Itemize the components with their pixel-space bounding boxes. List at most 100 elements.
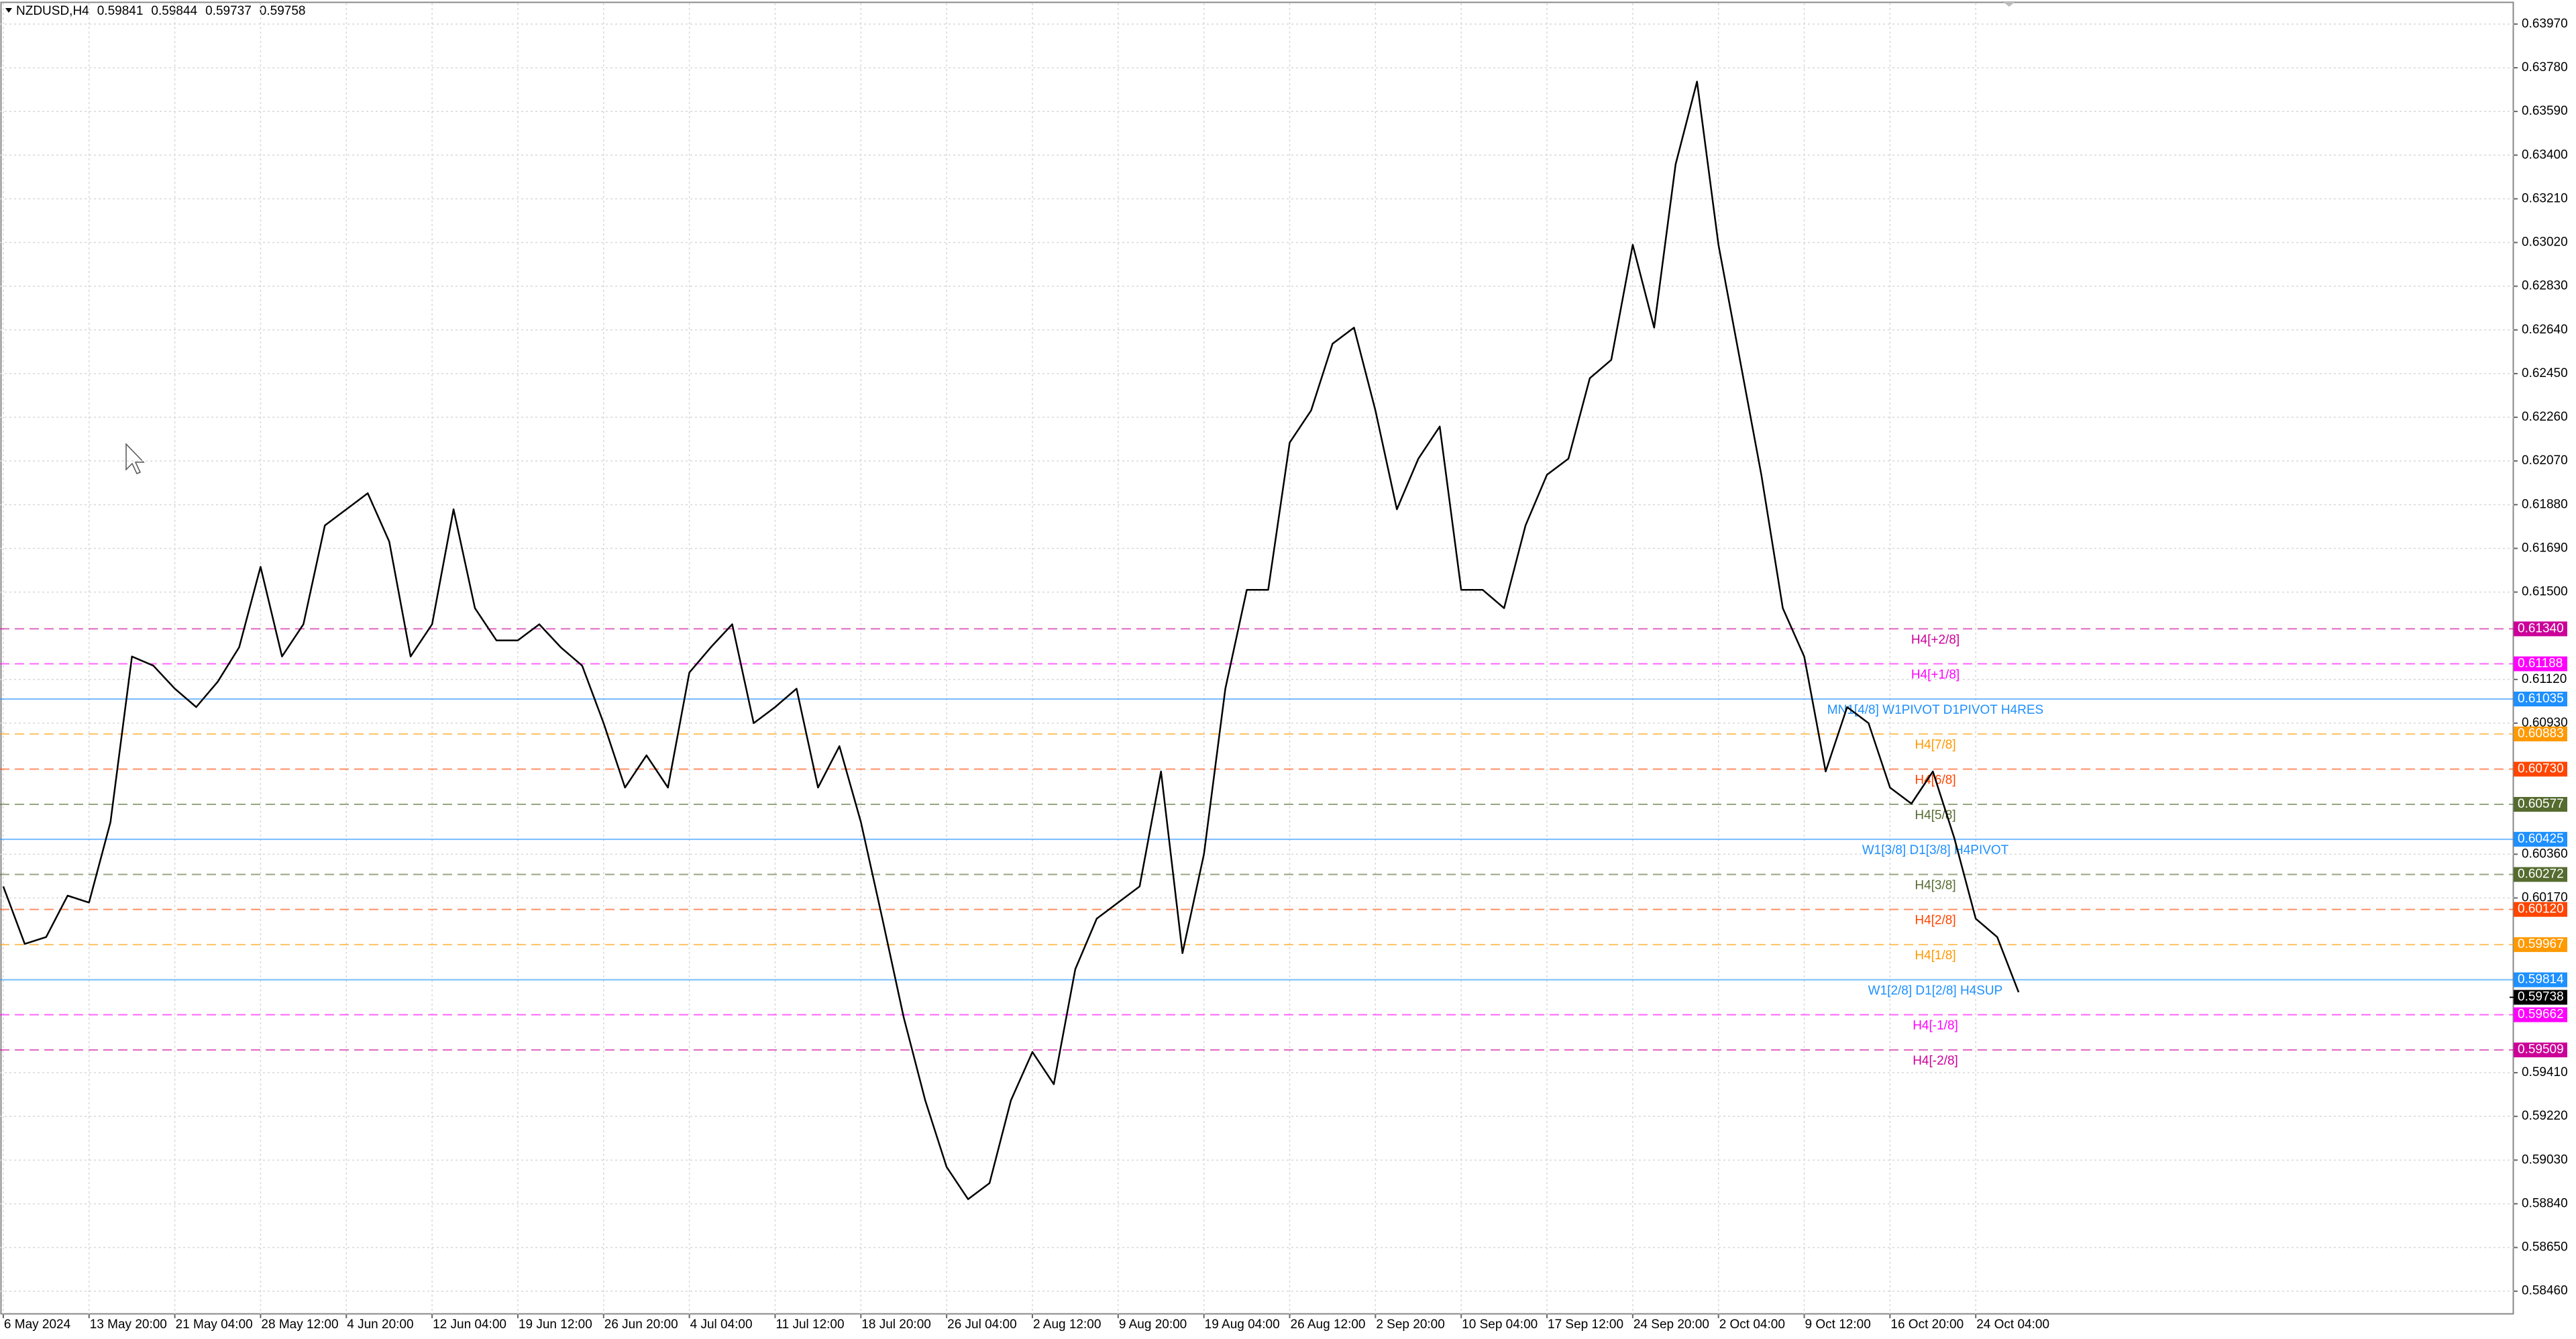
x-tick-label: 26 Aug 12:00 bbox=[1291, 1318, 1366, 1332]
x-tick-label: 4 Jun 20:00 bbox=[347, 1318, 413, 1332]
x-tick-label: 26 Jun 20:00 bbox=[604, 1318, 678, 1332]
y-tick-label: 0.59220 bbox=[2522, 1109, 2568, 1123]
x-tick-label: 6 May 2024 bbox=[4, 1318, 71, 1332]
x-tick-label: 19 Jun 12:00 bbox=[519, 1318, 592, 1332]
level-price-tag bbox=[2514, 902, 2567, 917]
level-price-label: 0.61188 bbox=[2518, 657, 2563, 671]
y-tick-label: 0.59030 bbox=[2522, 1153, 2568, 1167]
level-price-tag bbox=[2514, 1007, 2567, 1022]
level-price-tag bbox=[2514, 867, 2567, 882]
level-price-label: 0.60425 bbox=[2518, 832, 2564, 846]
x-tick-label: 11 Jul 12:00 bbox=[775, 1318, 844, 1332]
level-price-label: 0.60120 bbox=[2518, 902, 2564, 916]
y-tick-label: 0.63590 bbox=[2522, 104, 2568, 118]
level-label: W1[3/8] D1[3/8] H4PIVOT bbox=[1862, 843, 2009, 857]
y-tick-label: 0.63970 bbox=[2522, 17, 2568, 31]
level-label: W1[2/8] D1[2/8] H4SUP bbox=[1868, 984, 2003, 998]
y-tick-label: 0.63210 bbox=[2522, 191, 2568, 205]
current-price-tag bbox=[2514, 989, 2567, 1005]
level-price-tag bbox=[2514, 621, 2567, 637]
level-label: H4[5/8] bbox=[1915, 808, 1955, 822]
y-tick-label: 0.60930 bbox=[2522, 716, 2568, 730]
y-tick-label: 0.60170 bbox=[2522, 891, 2568, 905]
x-tick-label: 24 Oct 04:00 bbox=[1976, 1318, 2049, 1332]
y-tick-label: 0.63400 bbox=[2522, 148, 2568, 162]
level-label: H4[2/8] bbox=[1915, 914, 1955, 928]
x-tick-label: 9 Oct 12:00 bbox=[1805, 1318, 1871, 1332]
mouse-cursor bbox=[125, 443, 145, 474]
price-line bbox=[2, 81, 2020, 1200]
y-tick-label: 0.62830 bbox=[2522, 279, 2568, 293]
chart-header: NZDUSD,H4 0.59841 0.59844 0.59737 0.59758 bbox=[16, 4, 305, 18]
y-tick-label: 0.61500 bbox=[2522, 585, 2568, 599]
x-tick-label: 28 May 12:00 bbox=[261, 1318, 338, 1332]
symbol-title: NZDUSD,H4 bbox=[16, 4, 89, 18]
level-price-tag bbox=[2514, 761, 2567, 777]
level-price-tag bbox=[2514, 972, 2567, 987]
level-price-label: 0.59509 bbox=[2518, 1042, 2564, 1057]
level-price-label: 0.59814 bbox=[2518, 973, 2564, 987]
y-tick-label: 0.58460 bbox=[2522, 1284, 2568, 1298]
y-tick-label: 0.63780 bbox=[2522, 60, 2568, 74]
y-tick-label: 0.62640 bbox=[2522, 323, 2568, 337]
x-tick-label: 9 Aug 20:00 bbox=[1119, 1318, 1187, 1332]
level-label: H4[+1/8] bbox=[1911, 668, 1960, 682]
x-tick-label: 2 Sep 20:00 bbox=[1376, 1318, 1444, 1332]
level-price-tag bbox=[2514, 691, 2567, 706]
header-value: 0.59758 bbox=[260, 4, 306, 18]
level-price-tag bbox=[2514, 796, 2567, 812]
y-tick-label: 0.61120 bbox=[2522, 672, 2567, 686]
x-tick-label: 18 Jul 20:00 bbox=[861, 1318, 931, 1332]
y-tick-label: 0.58840 bbox=[2522, 1196, 2568, 1210]
level-price-label: 0.60577 bbox=[2518, 797, 2564, 811]
level-label: H4[3/8] bbox=[1915, 879, 1955, 893]
x-tick-label: 13 May 20:00 bbox=[90, 1318, 167, 1332]
menu-triangle[interactable] bbox=[5, 8, 12, 13]
level-price-label: 0.59967 bbox=[2518, 937, 2564, 951]
y-tick-label: 0.59410 bbox=[2522, 1065, 2568, 1079]
y-tick-label: 0.62070 bbox=[2522, 453, 2568, 468]
level-price-label: 0.61035 bbox=[2518, 692, 2564, 706]
x-tick-label: 10 Sep 04:00 bbox=[1462, 1318, 1538, 1332]
level-label: H4[+2/8] bbox=[1911, 633, 1960, 647]
level-price-tag bbox=[2514, 832, 2567, 847]
current-price-label: 0.59738 bbox=[2518, 990, 2564, 1004]
y-tick-label: 0.61690 bbox=[2522, 541, 2568, 555]
y-tick-label: 0.61880 bbox=[2522, 497, 2568, 511]
level-price-label: 0.60883 bbox=[2518, 727, 2564, 741]
x-tick-label: 2 Aug 12:00 bbox=[1033, 1318, 1101, 1332]
level-price-tag bbox=[2514, 937, 2567, 953]
level-label: H4[7/8] bbox=[1915, 738, 1955, 752]
header-value: 0.59737 bbox=[205, 4, 252, 18]
x-tick-label: 2 Oct 04:00 bbox=[1719, 1318, 1785, 1332]
y-tick-label: 0.62260 bbox=[2522, 410, 2568, 424]
level-price-tag bbox=[2514, 656, 2567, 672]
x-tick-label: 26 Jul 04:00 bbox=[947, 1318, 1017, 1332]
x-tick-label: 16 Oct 20:00 bbox=[1890, 1318, 1964, 1332]
plot-frame bbox=[0, 1, 2514, 1315]
level-price-tag bbox=[2514, 727, 2567, 742]
header-value: 0.59844 bbox=[151, 4, 197, 18]
x-tick-label: 12 Jun 04:00 bbox=[433, 1318, 506, 1332]
level-label: MN1[4/8] W1PIVOT D1PIVOT H4RES bbox=[1827, 703, 2043, 717]
shift-marker bbox=[2002, 1, 2016, 7]
level-price-tag bbox=[2514, 1042, 2567, 1058]
y-tick-label: 0.60360 bbox=[2522, 847, 2568, 861]
level-label: H4[-2/8] bbox=[1913, 1054, 1958, 1068]
level-label: H4[1/8] bbox=[1915, 949, 1955, 963]
y-tick-label: 0.63020 bbox=[2522, 235, 2568, 250]
x-tick-label: 24 Sep 20:00 bbox=[1633, 1318, 1709, 1332]
level-price-label: 0.61340 bbox=[2518, 621, 2564, 635]
x-tick-label: 4 Jul 04:00 bbox=[690, 1318, 753, 1332]
level-label: H4[-1/8] bbox=[1913, 1019, 1958, 1033]
level-price-label: 0.60730 bbox=[2518, 762, 2564, 776]
y-tick-label: 0.62450 bbox=[2522, 366, 2568, 380]
level-price-label: 0.59662 bbox=[2518, 1008, 2564, 1022]
x-tick-label: 19 Aug 04:00 bbox=[1205, 1318, 1280, 1332]
x-tick-label: 21 May 04:00 bbox=[176, 1318, 253, 1332]
x-tick-label: 17 Sep 12:00 bbox=[1548, 1318, 1623, 1332]
level-price-label: 0.60272 bbox=[2518, 867, 2564, 881]
